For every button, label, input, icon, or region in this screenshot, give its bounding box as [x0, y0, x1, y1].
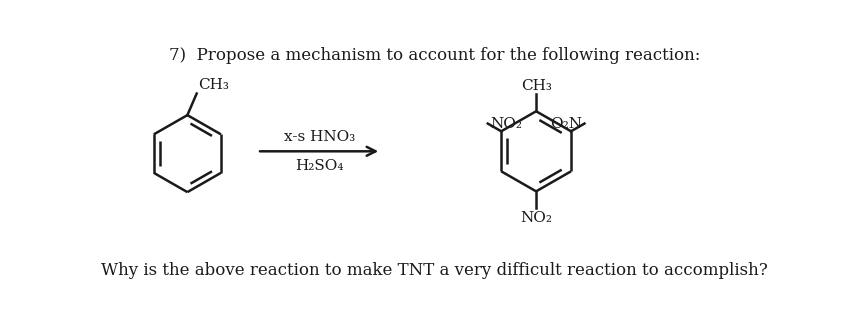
- Text: 7)  Propose a mechanism to account for the following reaction:: 7) Propose a mechanism to account for th…: [169, 47, 700, 64]
- Text: x-s HNO₃: x-s HNO₃: [283, 130, 354, 144]
- Text: Why is the above reaction to make TNT a very difficult reaction to accomplish?: Why is the above reaction to make TNT a …: [101, 262, 768, 279]
- Text: H₂SO₄: H₂SO₄: [295, 159, 343, 173]
- Text: NO₂: NO₂: [490, 117, 522, 131]
- Text: NO₂: NO₂: [520, 211, 552, 225]
- Text: O₂N: O₂N: [550, 117, 582, 131]
- Text: CH₃: CH₃: [521, 79, 551, 93]
- Text: CH₃: CH₃: [198, 78, 229, 92]
